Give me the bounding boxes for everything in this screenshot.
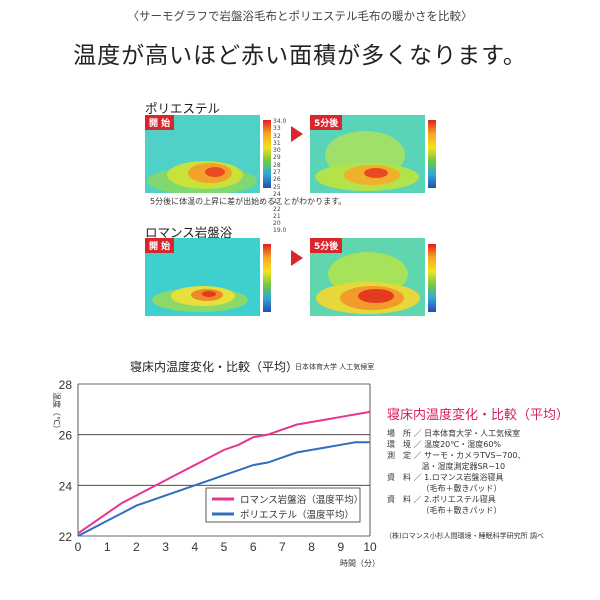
info-panel-lines: 場 所 ／ 日本体育大学・人工気候室環 境 ／ 温度20℃・湿度60% 測 定 ／… [387,428,526,516]
info-footnote: （株)ロマンス小杉人間環境・睡眠科学研究所 調べ [385,532,544,540]
thermo-scale-tick: 32 [273,132,281,140]
thermo-scale-tick: 33 [273,125,281,133]
thermo-scale-tick: 19.0 [273,227,287,235]
x-tick-label: 5 [221,540,228,554]
page-headline: 温度が高いほど赤い面積が多くなります。 [73,43,527,69]
info-line: （毛布＋敷きパッド） [387,506,502,515]
thermo-image-polyester-start [145,115,260,193]
thermo-image-polyester-after [310,115,425,193]
x-tick-label: 0 [75,540,82,554]
legend-box [205,487,361,523]
x-tick-label: 7 [279,540,286,554]
thermo-scale-tick: 34.0 [273,118,287,125]
arrow-right-icon [291,250,303,266]
x-tick-label: 1 [104,540,111,554]
x-tick-label: 6 [250,540,257,554]
x-axis-title: 時間（分） [340,559,380,568]
thermo-label-after-romance: 5分後 [310,238,343,253]
x-tick-label: 3 [162,540,169,554]
chart-source: 日本体育大学 人工気候室 [295,363,375,371]
thermo-scale-tick: 27 [273,169,281,177]
thermo-scale-tick: 31 [273,139,281,147]
thermo-note: 5分後に体温の上昇に差が出始めることがわかります。 [150,197,347,206]
thermo-image-romance-after [310,238,425,316]
legend-label: ロマンス岩盤浴（温度平均） [240,494,363,506]
thermo-scale-tick: 21 [273,212,281,220]
x-tick-label: 9 [337,540,344,554]
thermo-image-romance-start [145,238,260,316]
info-line: （毛布＋敷きパッド） [387,484,502,493]
thermo-scale-bar [263,120,271,188]
info-line: 温・湿度測定器SR−10 [387,462,506,471]
y-axis-title: 温度（℃） [52,392,62,433]
thermo-scale-tick: 29 [273,154,281,162]
info-line: 場 所 ／ 日本体育大学・人工気候室 [387,429,521,438]
y-tick-label: 26 [59,429,73,443]
thermo-scale-tick: 23 [273,198,281,206]
y-tick-label: 28 [59,378,73,392]
series-line-polyester [77,441,370,537]
arrow-right-icon [291,126,303,142]
thermo-scale-tick: 26 [273,176,281,184]
thermo-scale-bar [428,120,436,188]
chart-title: 寝床内温度変化・比較（平均） [130,360,299,374]
info-line: 資 料 ／ 2.ポリエステル寝具 [387,495,496,504]
legend-label: ポリエステル（温度平均） [240,509,354,521]
thermo-scale-tick: 20 [273,220,281,228]
temperature-line-chart: 22 24 26 28 0 1 2 3 4 5 6 7 8 9 10 温度（℃） 時間（分） ロマンス岩盤浴（温度… [52,378,380,568]
info-line: 環 境 ／ 温度20℃・湿度60% [387,440,502,449]
x-tick-label: 2 [133,540,140,554]
thermo-scale-tick: 22 [273,205,281,213]
x-tick-label: 4 [191,540,198,554]
info-line: 測 定 ／ サーモ・カメラTVS−700、 [387,451,526,460]
thermo-scale-tick: 28 [273,161,281,169]
thermo-scale-bar [263,244,271,312]
thermo-section-title-polyester: ポリエステル [145,101,221,116]
thermo-image-polyester-start-graphic [145,115,260,193]
page-subtitle: 〈サーモグラフで岩盤浴毛布とポリエステル毛布の暖かさを比較〉 [127,9,473,23]
thermo-scale-tick: 30 [273,147,281,155]
thermo-label-after-polyester: 5分後 [310,115,343,130]
thermo-scale-bar [428,244,436,312]
thermo-section-title-romance: ロマンス岩盤浴 [145,225,233,240]
thermo-label-start-polyester: 開 始 [145,115,175,130]
thermo-label-start-romance: 開 始 [145,238,175,253]
thermo-scale-tick: 24 [273,190,281,198]
y-tick-label: 24 [59,479,73,493]
info-line: 資 料 ／ 1.ロマンス岩盤浴寝具 [387,473,504,482]
y-tick-label: 22 [59,530,73,544]
thermo-scale-tick: 25 [273,183,281,191]
series-line-romance [77,410,371,535]
x-tick-label: 10 [363,540,377,554]
thermo-scale-labels: 34.0 33 32 31 30 29 28 27 26 25 24 23 22 21 20 19.0 [273,118,286,235]
info-panel-title: 寝床内温度変化・比較（平均） [387,408,570,423]
thermo-image-polyester-after-graphic [310,115,425,193]
x-tick-label: 8 [308,540,315,554]
